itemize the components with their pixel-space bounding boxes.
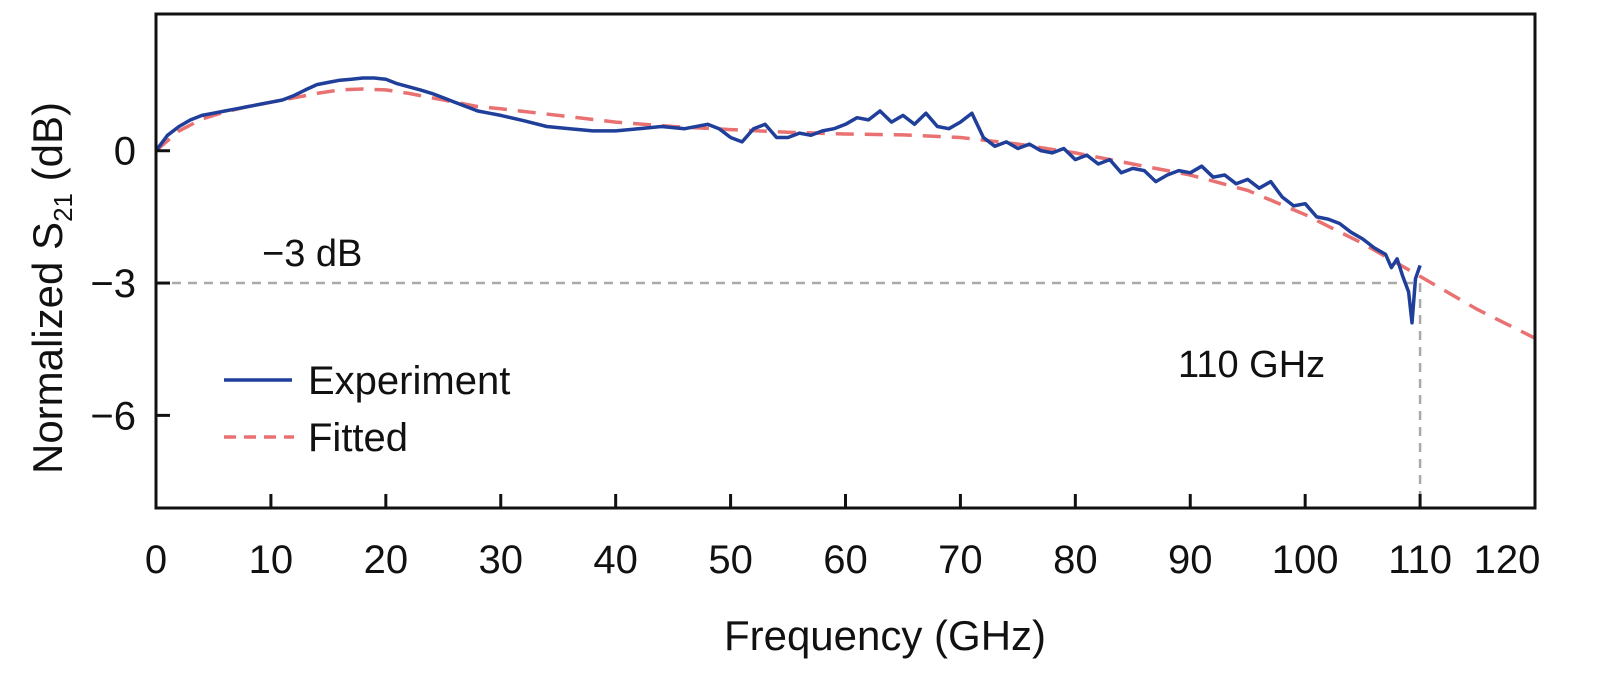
x-tick-label: 120: [1474, 538, 1541, 582]
legend: Experiment Fitted: [224, 359, 510, 460]
x-tick-label: 80: [1053, 538, 1098, 582]
y-tick-label: 0: [114, 130, 136, 174]
x-tick-label: 30: [479, 538, 524, 582]
x-tick-label: 20: [364, 538, 409, 582]
legend-fitted-label: Fitted: [308, 416, 408, 460]
x-tick-label: 50: [708, 538, 753, 582]
y-axis-label-prefix: Normalized S: [24, 222, 71, 474]
x-tick-label: 100: [1272, 538, 1339, 582]
x-tick-label: 40: [593, 538, 638, 582]
minus-3db-annotation: −3 dB: [262, 233, 362, 275]
y-axis-label-suffix: (dB): [24, 102, 71, 193]
110ghz-annotation: 110 GHz: [1178, 344, 1325, 386]
y-tick-label: −6: [90, 394, 136, 438]
x-tick-label: 90: [1168, 538, 1213, 582]
experiment-series-line: [154, 76, 1422, 325]
y-tick-label: −3: [90, 262, 136, 306]
x-axis-label: Frequency (GHz): [724, 612, 1046, 659]
y-axis-label-subscript: 21: [48, 193, 78, 222]
legend-experiment-label: Experiment: [308, 359, 510, 403]
y-axis-label: Normalized S21 (dB): [24, 102, 78, 474]
x-axis-ticks: 0 10 20 30 40 50 60 70 80 90 100 110 120: [145, 494, 1541, 582]
x-tick-label: 70: [938, 538, 983, 582]
x-tick-label: 60: [823, 538, 868, 582]
x-tick-label: 110: [1388, 538, 1452, 582]
fitted-series-line: [154, 87, 1536, 340]
y-axis-ticks: 0 −3 −6: [90, 130, 170, 438]
x-tick-label: 0: [145, 538, 167, 582]
x-tick-label: 10: [249, 538, 294, 582]
